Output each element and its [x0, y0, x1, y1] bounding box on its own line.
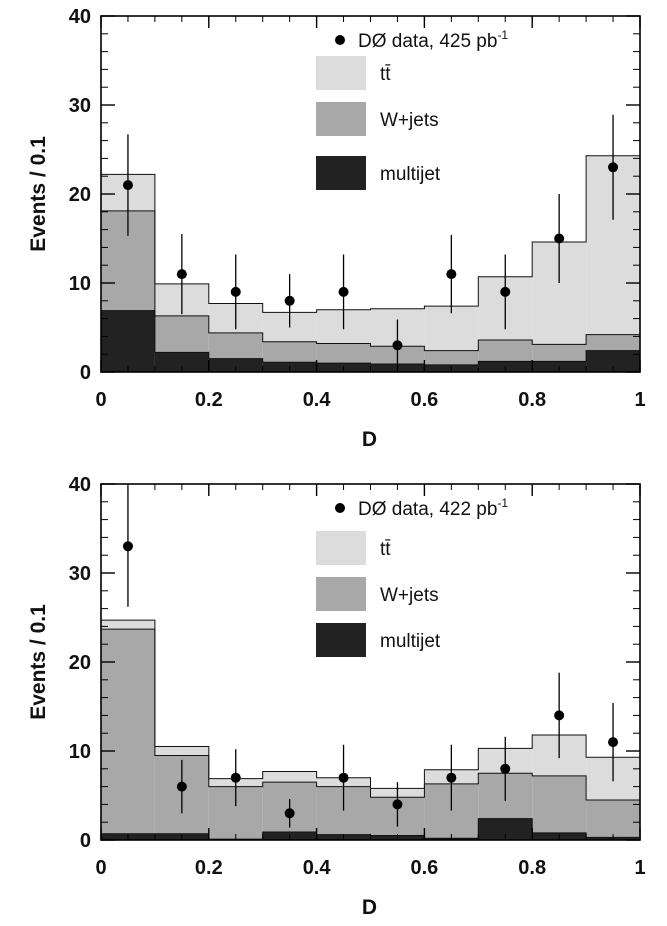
data-point — [122, 180, 133, 191]
bar-multijet-bin-9 — [586, 350, 640, 372]
legend-label-0: tt̄ — [380, 539, 391, 560]
data-point — [500, 286, 511, 297]
bar-w+jets-bin-2 — [208, 332, 263, 359]
x-tick-label: 0 — [95, 857, 106, 879]
data-point — [176, 781, 187, 792]
x-axis-title: D — [362, 896, 377, 919]
x-tick-label: 0.6 — [410, 857, 438, 879]
data-point — [446, 269, 457, 280]
bar-w+jets-bin-9 — [586, 799, 640, 838]
legend-swatch-2 — [316, 623, 366, 657]
legend-label-1: W+jets — [380, 585, 439, 606]
data-point — [230, 772, 241, 783]
data-point — [608, 162, 619, 173]
y-tick-label: 20 — [69, 652, 91, 674]
y-axis-title: Events / 0.1 — [27, 136, 50, 252]
data-point — [392, 340, 403, 351]
y-tick-label: 40 — [69, 474, 91, 496]
legend-swatch-0 — [316, 531, 366, 565]
bar-w+jets-bin-7 — [478, 339, 533, 362]
data-point — [284, 295, 295, 306]
bar-tt-bin-3 — [262, 771, 317, 783]
x-tick-label: 1 — [634, 389, 645, 411]
data-point — [122, 541, 133, 552]
bar-multijet-bin-2 — [208, 358, 263, 372]
stack-outline-0 — [100, 310, 641, 372]
x-tick-label: 0.2 — [195, 389, 223, 411]
x-axis-title: D — [362, 428, 377, 451]
legend-label-2: multijet — [380, 164, 441, 185]
data-point — [392, 799, 403, 810]
data-point — [284, 808, 295, 819]
legend-data-marker — [335, 503, 345, 513]
legend-data-label: DØ data, 425 pb-1 — [358, 28, 508, 52]
bar-w+jets-bin-4 — [316, 343, 371, 364]
legend-data-label: DØ data, 422 pb-1 — [358, 496, 508, 520]
bar-w+jets-bin-0 — [101, 629, 155, 834]
x-tick-label: 0 — [95, 389, 106, 411]
y-tick-label: 30 — [69, 563, 91, 585]
data-point — [446, 772, 457, 783]
bar-w+jets-bin-8 — [532, 344, 587, 362]
bar-multijet-bin-1 — [154, 352, 209, 372]
legend-label-1: W+jets — [380, 110, 439, 131]
data-point — [338, 772, 349, 783]
legend-data-label-superscript: -1 — [497, 496, 508, 510]
y-tick-label: 30 — [69, 95, 91, 117]
x-tick-label: 0.6 — [410, 389, 438, 411]
legend-swatch-1 — [316, 577, 366, 611]
y-tick-label: 0 — [80, 362, 91, 384]
y-tick-label: 10 — [69, 273, 91, 295]
y-tick-label: 0 — [80, 830, 91, 852]
data-point — [554, 710, 565, 721]
bar-w+jets-bin-3 — [262, 341, 317, 363]
bar-tt-bin-0 — [101, 620, 155, 630]
stack-outline-1 — [100, 210, 641, 372]
stack-outline-1 — [100, 628, 641, 840]
x-tick-label: 0.4 — [303, 389, 332, 411]
bar-tt-bin-6 — [424, 306, 479, 351]
legend-swatch-1 — [316, 102, 366, 136]
x-tick-label: 0.8 — [518, 857, 546, 879]
bar-w+jets-bin-8 — [532, 775, 587, 833]
data-point — [338, 286, 349, 297]
y-axis-title: Events / 0.1 — [27, 604, 50, 720]
y-tick-label: 20 — [69, 184, 91, 206]
data-point — [500, 763, 511, 774]
x-tick-label: 0.8 — [518, 389, 546, 411]
data-point — [176, 269, 187, 280]
y-tick-label: 10 — [69, 741, 91, 763]
legend-data-marker — [335, 35, 345, 45]
legend-data-label-superscript: -1 — [497, 28, 508, 42]
data-point — [554, 233, 565, 244]
x-tick-label: 1 — [634, 857, 645, 879]
bar-w+jets-bin-1 — [154, 315, 209, 353]
data-point — [608, 737, 619, 748]
x-tick-label: 0.2 — [195, 857, 223, 879]
legend-swatch-0 — [316, 56, 366, 90]
bar-tt-bin-1 — [154, 746, 209, 756]
legend-swatch-2 — [316, 156, 366, 190]
bar-w+jets-bin-9 — [586, 334, 640, 351]
bar-multijet-bin-7 — [478, 818, 533, 840]
data-point — [230, 286, 241, 297]
y-tick-label: 40 — [69, 6, 91, 28]
bar-multijet-bin-0 — [101, 310, 155, 372]
bar-w+jets-bin-6 — [424, 350, 479, 365]
legend-label-2: multijet — [380, 631, 441, 652]
legend-label-0: tt̄ — [380, 64, 391, 85]
x-tick-label: 0.4 — [303, 857, 332, 879]
